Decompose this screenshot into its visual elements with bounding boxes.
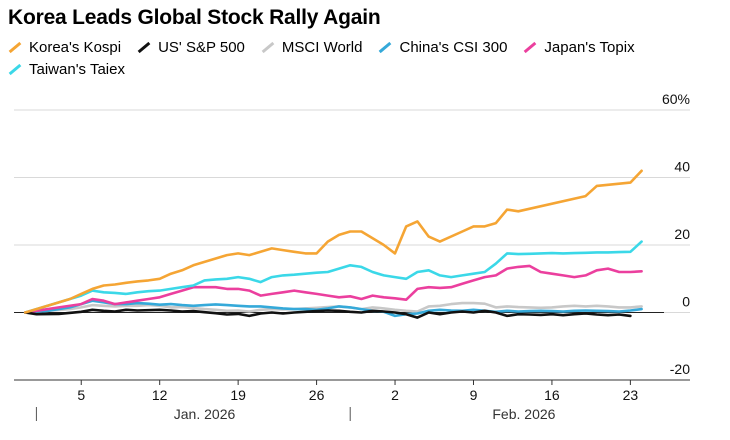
series-line-taiex <box>23 240 643 314</box>
x-tick-label: 9 <box>470 387 478 403</box>
legend-label-taiex: Taiwan's Taiex <box>29 60 125 78</box>
legend-item-kospi: Korea's Kospi <box>8 38 121 56</box>
y-tick-label: 60% <box>662 91 690 107</box>
chart-legend: Korea's Kospi US' S&P 500 MSCI World Chi… <box>8 38 723 78</box>
x-tick-label: 2 <box>391 387 399 403</box>
y-tick-label: 40 <box>674 159 690 175</box>
x-tick-label: 12 <box>152 387 168 403</box>
x-tick-label: 5 <box>77 387 85 403</box>
y-tick-label: 20 <box>674 226 690 242</box>
legend-item-csi300: China's CSI 300 <box>378 38 507 56</box>
y-tick-label: 0 <box>682 294 690 310</box>
legend-label-kospi: Korea's Kospi <box>29 38 122 56</box>
legend-item-topix: Japan's Topix <box>523 38 635 56</box>
y-tick-label: -20 <box>670 361 690 377</box>
legend-label-msci-world: MSCI World <box>281 38 363 56</box>
legend-label-topix: Japan's Topix <box>544 38 635 56</box>
legend-label-csi300: China's CSI 300 <box>399 38 508 56</box>
x-tick-label: 16 <box>544 387 560 403</box>
legend-item-msci-world: MSCI World <box>261 38 363 56</box>
series-line-kospi <box>23 169 643 314</box>
month-label: Jan. 2026 <box>174 406 236 422</box>
legend-label-sp500: US' S&P 500 <box>158 38 245 56</box>
x-tick-label: 23 <box>623 387 639 403</box>
x-tick-label: 19 <box>230 387 246 403</box>
month-label: Feb. 2026 <box>492 406 555 422</box>
series-line-sp500 <box>23 308 632 319</box>
legend-item-taiex: Taiwan's Taiex <box>8 60 125 78</box>
series-line-topix <box>23 264 643 314</box>
series-line-csi300 <box>23 299 643 318</box>
chart-title: Korea Leads Global Stock Rally Again <box>8 6 381 29</box>
legend-item-sp500: US' S&P 500 <box>137 38 245 56</box>
x-tick-label: 26 <box>309 387 325 403</box>
